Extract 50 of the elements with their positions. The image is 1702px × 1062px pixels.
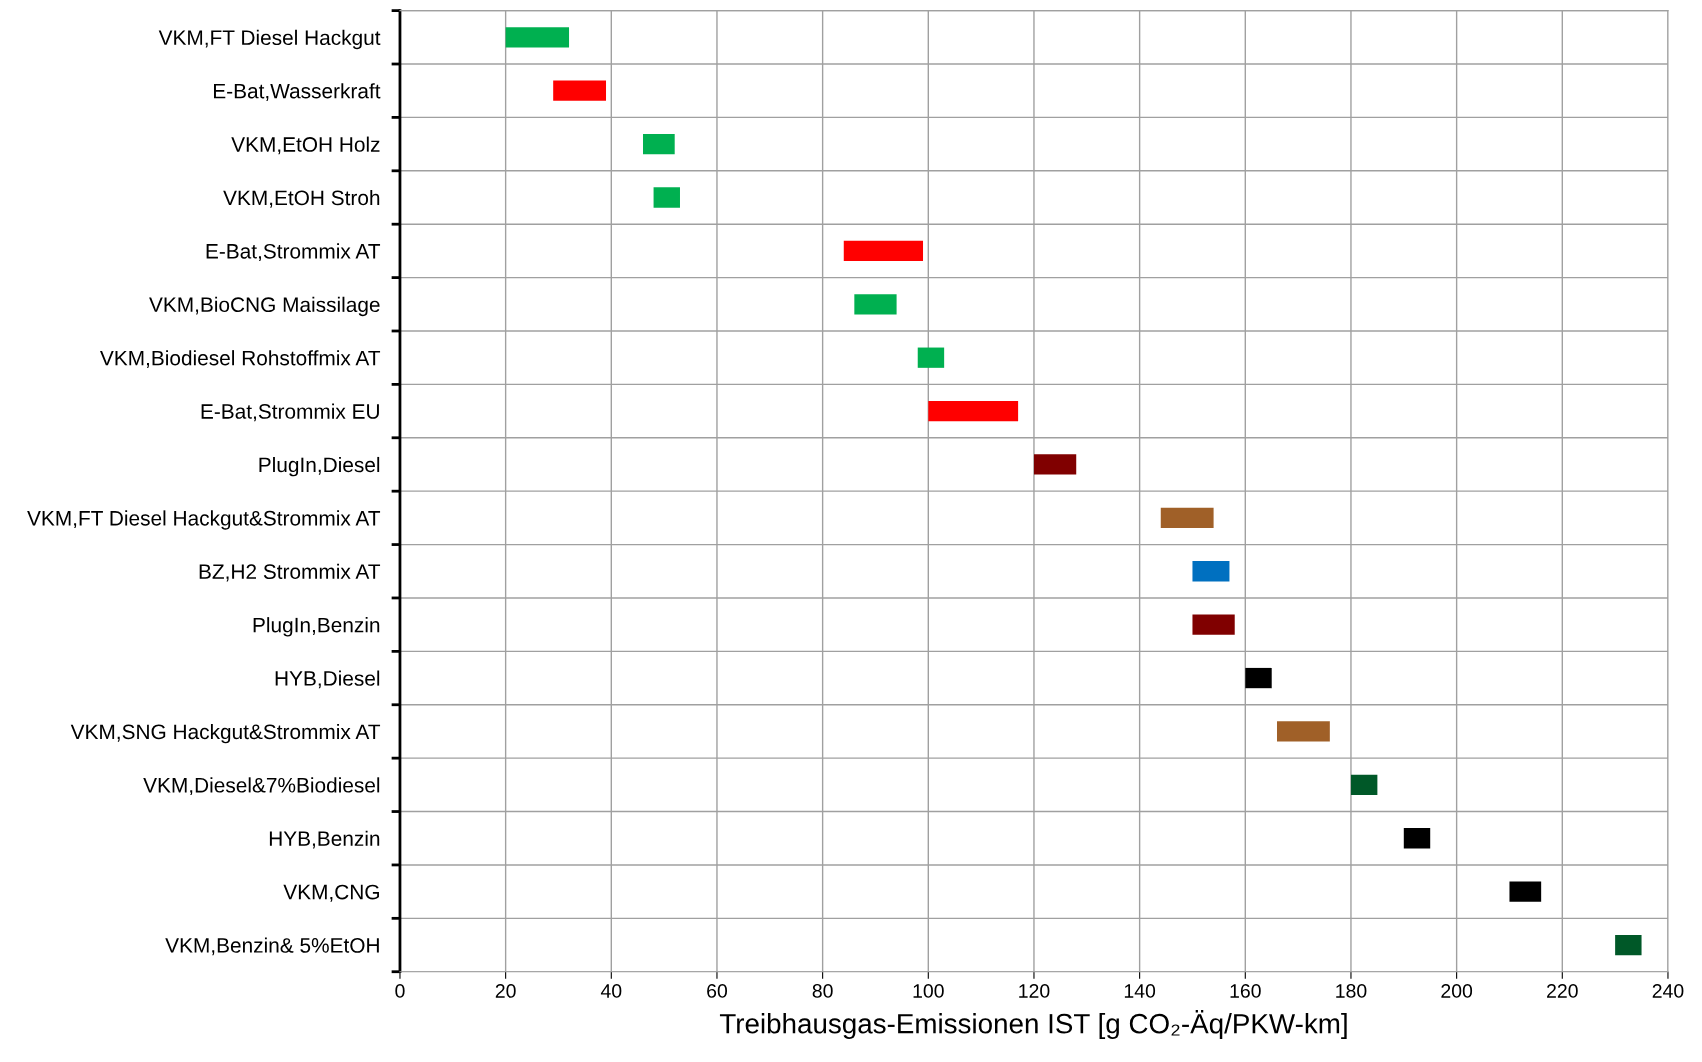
y-tick-label: BZ,H2 Strommix AT bbox=[199, 563, 381, 582]
bar bbox=[1403, 828, 1431, 849]
x-tick-label: 220 bbox=[1547, 984, 1578, 998]
x-tick-label: 200 bbox=[1441, 984, 1473, 998]
y-tick-label: HYB,Diesel bbox=[275, 670, 380, 689]
x-tick-label: 60 bbox=[707, 984, 728, 998]
x-tick-label: 40 bbox=[600, 984, 622, 998]
bar bbox=[1615, 934, 1642, 956]
bar bbox=[854, 294, 897, 315]
x-tick-label: 0 bbox=[395, 984, 405, 998]
y-tick-label: VKM,EtOH Holz bbox=[231, 136, 380, 155]
y-tick-label: VKM,BioCNG Maissilage bbox=[149, 296, 380, 317]
x-tick-label: 100 bbox=[913, 984, 944, 998]
bar bbox=[1277, 721, 1330, 742]
y-tick-label: VKM,SNG Hackgut&Strommix AT bbox=[70, 723, 381, 744]
y-tick-label: VKM,CNG bbox=[283, 884, 379, 902]
bar bbox=[1509, 881, 1542, 902]
bar bbox=[1350, 774, 1378, 795]
y-tick-label: PlugIn,Benzin bbox=[253, 617, 380, 637]
y-tick-label: E-Bat,Strommix AT bbox=[206, 243, 381, 262]
x-axis-title: Treibhausgas-Emissionen IST [g CO₂-Äq/PKW-km] bbox=[719, 1009, 1347, 1040]
bar bbox=[1192, 614, 1235, 635]
bar bbox=[553, 80, 607, 101]
y-tick-label: VKM,EtOH Stroh bbox=[223, 189, 380, 208]
bar bbox=[928, 400, 1019, 422]
y-tick-label: VKM,Benzin& 5%EtOH bbox=[165, 937, 379, 956]
x-tick-label: 140 bbox=[1124, 984, 1156, 998]
y-tick-label: E-Bat,Wasserkraft bbox=[214, 83, 381, 101]
y-tick-label: VKM,Diesel&7%Biodiesel bbox=[143, 777, 380, 796]
x-tick-label: 180 bbox=[1336, 984, 1367, 998]
x-tick-label: 160 bbox=[1230, 984, 1261, 998]
x-tick-label: 240 bbox=[1652, 984, 1684, 998]
y-tick-label: VKM,FT Diesel Hackgut&Strommix AT bbox=[27, 510, 381, 530]
bar bbox=[1033, 454, 1077, 475]
bar bbox=[1245, 667, 1272, 689]
y-tick-label: E-Bat,Strommix EU bbox=[201, 403, 379, 422]
bar bbox=[1160, 507, 1214, 529]
x-tick-label: 20 bbox=[495, 984, 516, 998]
y-tick-label: VKM,Biodiesel Rohstoffmix AT bbox=[100, 350, 381, 368]
y-tick-label: VKM,FT Diesel Hackgut bbox=[158, 29, 381, 50]
bar bbox=[505, 27, 570, 48]
bar bbox=[643, 133, 675, 155]
bar bbox=[917, 347, 945, 368]
bar bbox=[843, 240, 924, 262]
bar bbox=[1192, 561, 1230, 582]
y-tick-label: PlugIn,Diesel bbox=[259, 456, 380, 477]
x-tick-label: 80 bbox=[812, 984, 833, 998]
bar bbox=[653, 187, 680, 208]
x-tick-label: 120 bbox=[1019, 984, 1050, 998]
y-tick-label: HYB,Benzin bbox=[269, 830, 380, 849]
